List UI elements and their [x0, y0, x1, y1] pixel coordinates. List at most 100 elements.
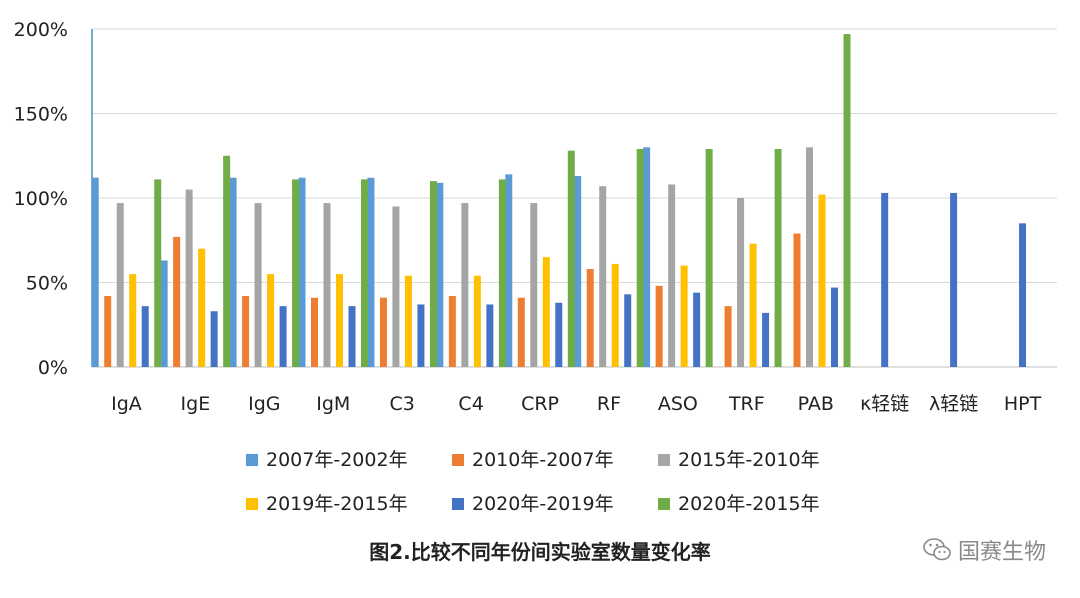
bar	[448, 296, 456, 367]
bar	[881, 192, 889, 367]
legend-label: 2007年-2002年	[266, 449, 408, 471]
legend-label: 2010年-2007年	[472, 449, 614, 471]
x-tick-label: CRP	[521, 393, 559, 415]
legend-swatch	[452, 498, 464, 510]
bar	[348, 306, 356, 367]
bar	[774, 148, 782, 367]
bar	[336, 274, 343, 367]
legend-label: 2015年-2010年	[678, 449, 820, 471]
legend-label: 2020年-2015年	[678, 493, 820, 515]
bar	[749, 243, 757, 367]
bar	[242, 296, 250, 367]
bar	[461, 203, 469, 367]
x-tick-label: λ轻链	[929, 393, 978, 415]
legend-label: 2019年-2015年	[266, 493, 408, 515]
bar	[574, 176, 582, 367]
bar	[950, 192, 958, 367]
legend-swatch	[658, 498, 670, 510]
bar	[793, 233, 801, 367]
bar	[436, 182, 444, 367]
bar	[693, 292, 701, 367]
x-tick-label: IgA	[111, 393, 142, 415]
bar	[267, 274, 275, 367]
bar	[567, 150, 575, 367]
x-tick-label: IgG	[248, 393, 280, 415]
bar	[486, 304, 494, 367]
x-tick-label: PAB	[798, 393, 834, 415]
bar	[806, 147, 813, 367]
bar	[229, 177, 237, 367]
legend-swatch	[246, 454, 258, 466]
bar	[542, 257, 550, 367]
wechat-icon	[923, 538, 951, 561]
bar	[505, 174, 513, 367]
bar	[831, 287, 838, 367]
x-tick-label: HPT	[1004, 393, 1042, 415]
bar	[655, 285, 663, 367]
x-tick-label: ASO	[658, 393, 698, 415]
legend-swatch	[452, 454, 464, 466]
bar	[611, 263, 619, 367]
bar	[737, 198, 745, 367]
y-tick-label: 100%	[14, 188, 68, 210]
bar	[160, 260, 168, 367]
x-tick-label: κ轻链	[860, 393, 909, 415]
bar	[392, 206, 400, 367]
bar	[129, 274, 137, 367]
x-tick-label: C4	[458, 393, 483, 415]
bar	[668, 184, 676, 367]
bar	[154, 179, 162, 367]
bar	[379, 297, 387, 367]
bar	[223, 155, 231, 367]
bar	[680, 265, 688, 367]
bar	[724, 306, 732, 367]
bar	[254, 203, 262, 367]
bar	[555, 302, 563, 367]
bar	[599, 186, 607, 367]
bar	[210, 311, 218, 367]
legend-label: 2020年-2019年	[472, 493, 614, 515]
bar	[417, 304, 425, 367]
x-tick-label: TRF	[728, 393, 765, 415]
y-tick-label: 50%	[26, 273, 68, 295]
x-tick-label: IgM	[316, 393, 350, 415]
bar	[498, 179, 506, 367]
bar	[311, 297, 318, 367]
bar	[298, 177, 306, 367]
x-tick-label: IgE	[181, 393, 211, 415]
bar	[198, 248, 206, 367]
bar	[517, 297, 525, 367]
bar	[323, 203, 331, 367]
bar	[429, 181, 437, 367]
y-tick-label: 150%	[14, 104, 68, 126]
x-tick-label: RF	[597, 393, 621, 415]
bar	[104, 296, 112, 367]
bar	[843, 34, 851, 367]
bar	[404, 275, 412, 367]
watermark: 国赛生物	[922, 534, 1046, 566]
bar	[141, 306, 149, 367]
bar	[705, 148, 713, 367]
y-tick-label: 200%	[14, 19, 68, 41]
bar	[292, 179, 300, 367]
legend-swatch	[246, 498, 258, 510]
y-tick-label: 0%	[38, 357, 68, 379]
bar	[361, 179, 368, 367]
bar	[762, 312, 770, 367]
bar	[473, 275, 481, 367]
bar	[530, 203, 538, 367]
bar	[116, 203, 124, 367]
bar	[173, 236, 181, 367]
bar-chart: 0% 50% 100% 150% 200% IgA IgE IgG IgM C3 C4 CRP RF AS…	[14, 19, 1057, 515]
x-tick-label: C3	[389, 393, 414, 415]
bar	[1019, 223, 1027, 367]
chart-caption: 图2.比较不同年份间实验室数量变化率	[369, 540, 711, 564]
bar	[367, 177, 375, 367]
bar	[818, 194, 826, 367]
bar	[279, 306, 287, 367]
bar	[643, 147, 651, 367]
bar	[185, 189, 193, 367]
legend-swatch	[658, 454, 670, 466]
bar	[636, 148, 644, 367]
watermark-text: 国赛生物	[957, 540, 1046, 565]
